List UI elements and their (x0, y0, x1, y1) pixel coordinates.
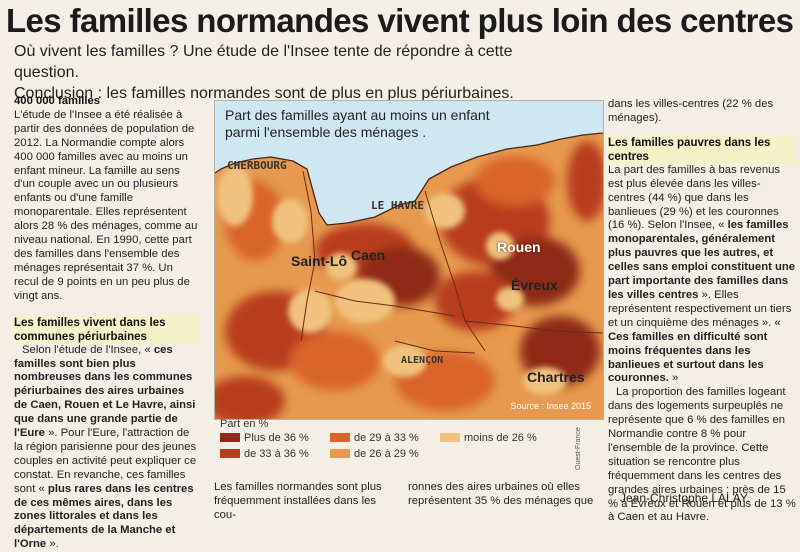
r1-rest: ». Elles représentent respectivement un … (608, 288, 792, 329)
r1-intro: La part des familles à bas revenus est p… (608, 163, 781, 232)
lead-line-1: Où vivent les familles ? Une étude de l'… (14, 43, 513, 81)
bottom-text-right: ronnes des aires urbaines où elles repré… (408, 481, 594, 507)
right-paragraph-0: dans les villes-centres (22 % des ménage… (608, 98, 774, 124)
city-alencon: ALENÇON (401, 355, 444, 366)
legend-item-33-36: de 33 à 36 % (220, 448, 309, 460)
r1-bold2: Ces familles en difficulté sont moins fr… (608, 330, 768, 385)
lead-line-2: Conclusion : les familles normandes sont… (14, 85, 514, 102)
p2-end: ». (46, 538, 59, 551)
subhead-periurbaines: Les familles vivent dans les communes pé… (14, 315, 200, 344)
map-title-line-2: parmi l'ensemble des ménages . (225, 124, 427, 140)
subhead-pauvres: Les familles pauvres dans les centres (608, 135, 796, 164)
legend-item-26minus: moins de 26 % (440, 432, 537, 444)
city-rouen: Rouen (497, 239, 541, 255)
city-caen: Caen (351, 247, 386, 263)
map-source: Source : Insee 2015 (510, 401, 591, 411)
legend-item-36plus: Plus de 36 % (220, 432, 309, 444)
map-svg (215, 101, 603, 419)
coastline (215, 132, 603, 226)
legend-label-33-36: de 33 à 36 % (244, 448, 309, 460)
city-evreux: Évreux (511, 277, 558, 293)
legend-swatch-36plus (220, 433, 240, 442)
city-cherbourg: CHERBOURG (227, 159, 287, 172)
p2-bold: ces familles sont bien plus nombreuses d… (14, 343, 196, 440)
bottom-text-left: Les familles normandes sont plus fréquem… (214, 481, 382, 521)
city-saint-lo: Saint-Lô (291, 253, 347, 269)
city-chartres: Chartres (527, 369, 585, 385)
right-column: dans les villes-centres (22 % des ménage… (608, 98, 796, 525)
map-title: Part des familles ayant au moins un enfa… (225, 107, 490, 141)
legend-swatch-33-36 (220, 449, 240, 458)
credit-ouest-france: Ouest-France (575, 427, 582, 470)
p2-intro: Selon l'étude de l'Insee, « (22, 343, 154, 356)
map-legend: Part en % Plus de 36 % de 33 à 36 % de 2… (214, 418, 590, 478)
city-le-havre: LE HAVRE (371, 199, 424, 212)
left-paragraph-1: L'étude de l'Insee a été réalisée à part… (14, 108, 198, 302)
legend-item-26-29: de 26 à 29 % (330, 448, 419, 460)
map-title-line-1: Part des familles ayant au moins un enfa… (225, 107, 490, 123)
left-paragraph-2: Selon l'étude de l'Insee, « ces familles… (14, 344, 200, 552)
legend-label-26-29: de 26 à 29 % (354, 448, 419, 460)
author-signature: Jean-Christophe LALAY. (620, 491, 750, 505)
left-column: 400 000 familles L'étude de l'Insee a ét… (14, 95, 200, 552)
right-paragraph-1: La part des familles à bas revenus est p… (608, 164, 796, 387)
legend-label-29-33: de 29 à 33 % (354, 432, 419, 444)
legend-swatch-26-29 (330, 449, 350, 458)
kicker-400000: 400 000 familles (14, 95, 101, 107)
legend-label-36plus: Plus de 36 % (244, 432, 309, 444)
normandy-map: Part des familles ayant au moins un enfa… (214, 100, 604, 420)
headline: Les familles normandes vivent plus loin … (6, 2, 794, 39)
r1-bold: les familles monoparentales, généralemen… (608, 219, 796, 301)
right-paragraph-2: La proportion des familles logeant dans … (608, 386, 796, 524)
r1-end: » (668, 372, 679, 385)
legend-swatch-29-33 (330, 433, 350, 442)
lead-paragraph: Où vivent les familles ? Une étude de l'… (14, 41, 574, 104)
legend-item-29-33: de 29 à 33 % (330, 432, 419, 444)
land (215, 133, 603, 419)
legend-label-26minus: moins de 26 % (464, 432, 537, 444)
legend-title: Part en % (220, 418, 269, 430)
p2-rest: ». Pour l'Eure, l'attraction de la régio… (14, 427, 197, 495)
legend-swatch-26minus (440, 433, 460, 442)
